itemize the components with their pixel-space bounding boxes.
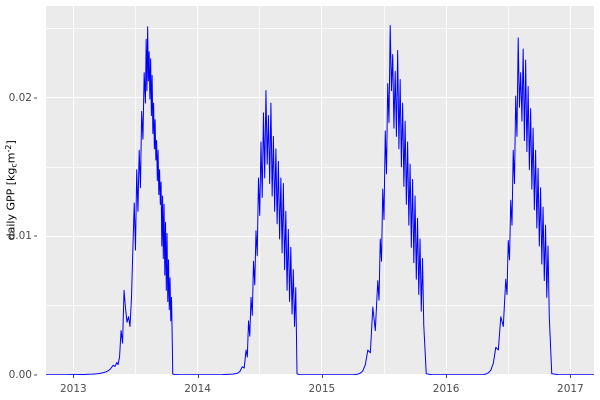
gridline-minor-vertical [135, 6, 136, 375]
gridline-major-vertical [321, 6, 323, 375]
x-axis-tick-mark [73, 375, 75, 378]
gridline-minor-vertical [507, 6, 509, 375]
gridline-major-vertical [569, 6, 571, 375]
gridline-major-vertical [197, 6, 199, 375]
gridline-major-horizontal [46, 235, 594, 237]
x-axis-tick-mark [321, 375, 323, 378]
x-axis-tick-label: 2013 [59, 383, 87, 395]
y-axis-tick-mark [34, 235, 37, 237]
gpp-timeseries-line [46, 24, 594, 375]
x-axis-tick-mark [446, 375, 448, 378]
gridline-major-vertical [445, 6, 447, 375]
gridline-minor-horizontal [46, 305, 594, 306]
x-axis-tick-mark [570, 375, 572, 378]
y-axis-tick-labels: 0.00 0.01 0.02 [0, 0, 40, 381]
series-path [46, 24, 594, 375]
x-axis-tick-label: 2014 [184, 383, 211, 395]
plot-panel [46, 6, 594, 375]
y-axis-tick-mark [34, 97, 37, 99]
x-axis-tick-mark [197, 375, 199, 378]
gridline-major-horizontal [46, 96, 594, 99]
x-axis-tick-label: 2016 [432, 383, 460, 395]
gridline-minor-horizontal [46, 166, 594, 168]
y-axis-tick-label: 0.02 [8, 91, 32, 104]
gridline-minor-horizontal [46, 27, 594, 29]
x-axis-tick-label: 2017 [557, 383, 584, 395]
y-axis-tick-label: 0.00 [8, 369, 32, 381]
x-axis-tick-label: 2015 [308, 383, 336, 395]
y-axis-tick-label: 0.01 [8, 230, 32, 243]
y-axis-tick-mark [34, 374, 37, 376]
x-axis-tick-labels: 2013 2014 2015 2016 2017 [0, 375, 600, 400]
gridline-major-vertical [72, 6, 74, 375]
